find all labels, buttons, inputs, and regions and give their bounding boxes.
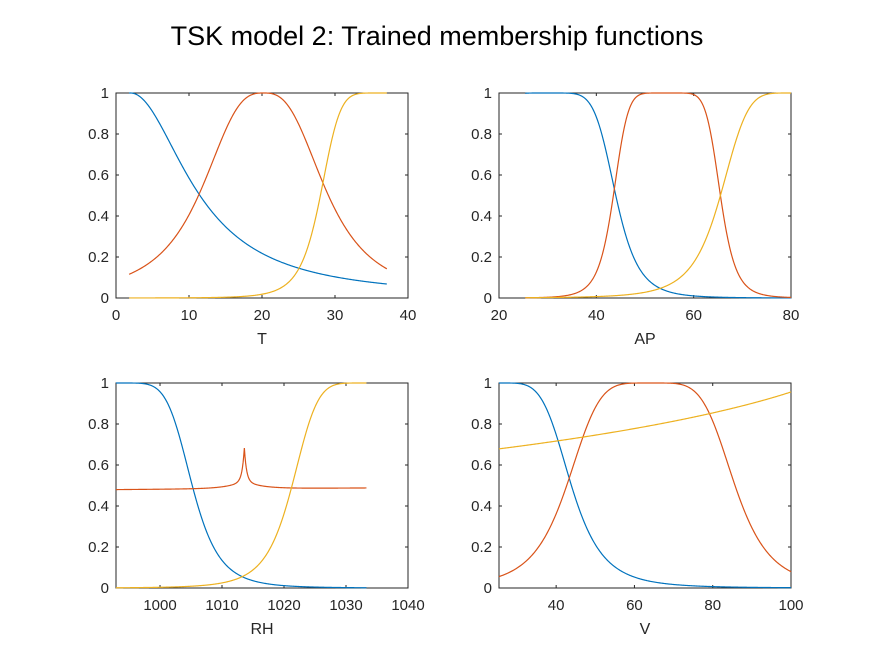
x-tick-label: 80 <box>783 307 800 324</box>
x-tick-label: 100 <box>778 597 803 614</box>
mf-curve-2 <box>128 92 388 275</box>
mf-curve-1 <box>116 382 367 589</box>
y-tick-label: 0.4 <box>88 208 109 225</box>
y-tick-label: 0.2 <box>471 249 492 266</box>
y-tick-label: 1 <box>484 85 492 102</box>
mf-curve-1 <box>129 92 387 285</box>
mf-curve-2 <box>498 382 792 578</box>
y-tick-label: 0.4 <box>471 208 492 225</box>
x-axis-label: RH <box>250 621 273 638</box>
y-tick-label: 1 <box>484 375 492 392</box>
axes-frame <box>115 92 409 299</box>
y-tick-label: 0.2 <box>471 539 492 556</box>
axes-frame <box>498 92 792 299</box>
subplot-ap: 20 40 60 80 0 0.2 0.4 0.6 0.8 1 AP <box>471 85 799 348</box>
x-tick-label: 40 <box>588 307 605 324</box>
y-tick-label: 0.6 <box>471 167 492 184</box>
y-tick-label: 0.6 <box>88 167 109 184</box>
x-tick-label: 1000 <box>143 597 176 614</box>
y-tick-label: 0.8 <box>471 416 492 433</box>
mf-curve-2 <box>115 448 367 491</box>
mf-curve-3 <box>129 92 387 299</box>
mf-curve-2 <box>525 92 792 299</box>
x-tick-label: 20 <box>491 307 508 324</box>
y-tick-label: 0 <box>484 580 492 597</box>
axes-frame <box>498 382 792 589</box>
y-tick-label: 0.6 <box>471 457 492 474</box>
y-tick-label: 1 <box>101 375 109 392</box>
y-tick-label: 0.4 <box>471 498 492 515</box>
y-tick-label: 0.2 <box>88 249 109 266</box>
x-tick-label: 10 <box>181 307 198 324</box>
y-tick-label: 0.8 <box>88 126 109 143</box>
x-axis-label: AP <box>634 331 655 348</box>
mf-curve-3 <box>115 382 367 589</box>
x-axis-label: T <box>257 331 267 348</box>
x-tick-label: 1010 <box>205 597 238 614</box>
x-tick-label: 1040 <box>391 597 424 614</box>
subplot-v: 40 60 80 100 0 0.2 0.4 0.6 0.8 1 V <box>471 375 803 638</box>
y-tick-label: 0 <box>101 580 109 597</box>
y-tick-label: 0 <box>101 290 109 307</box>
x-tick-label: 30 <box>327 307 344 324</box>
x-tick-label: 0 <box>112 307 120 324</box>
y-tick-label: 0.6 <box>88 457 109 474</box>
mf-curve-1 <box>499 382 791 589</box>
x-tick-label: 80 <box>704 597 721 614</box>
mf-curve-1 <box>525 92 791 299</box>
x-tick-label: 20 <box>254 307 271 324</box>
y-tick-label: 0 <box>484 290 492 307</box>
x-tick-label: 1020 <box>267 597 300 614</box>
y-tick-label: 0.2 <box>88 539 109 556</box>
y-tick-label: 0.8 <box>88 416 109 433</box>
y-tick-label: 0.8 <box>471 126 492 143</box>
mf-curve-3 <box>525 92 791 299</box>
mf-curve-3 <box>498 391 792 450</box>
x-tick-label: 40 <box>548 597 565 614</box>
subplot-rh: 1000 1010 1020 1030 1040 0 0.2 0.4 0.6 0.8 1 RH <box>88 375 425 638</box>
y-tick-label: 1 <box>101 85 109 102</box>
x-tick-label: 1030 <box>329 597 362 614</box>
x-tick-label: 60 <box>626 597 643 614</box>
y-tick-label: 0.4 <box>88 498 109 515</box>
figure-title: TSK model 2: Trained membership function… <box>171 21 704 51</box>
x-tick-label: 40 <box>400 307 417 324</box>
x-axis-label: V <box>640 621 651 638</box>
subplot-t: 0 10 20 30 40 0 0.2 0.4 0.6 0.8 1 T <box>88 85 416 348</box>
x-tick-label: 60 <box>685 307 702 324</box>
